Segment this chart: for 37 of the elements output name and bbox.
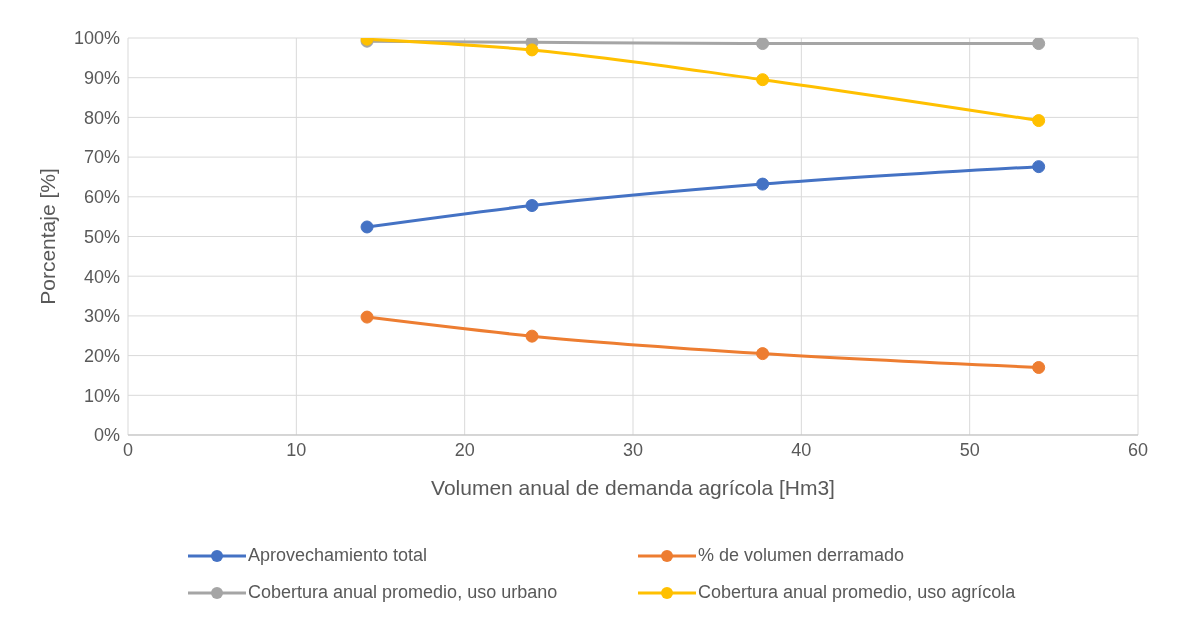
x-tick-label: 30 (622, 439, 644, 460)
x-tick-label: 50 (959, 439, 980, 460)
y-tick-label: 40% (83, 266, 120, 287)
y-tick-label: 20% (83, 345, 120, 366)
point (1032, 361, 1046, 375)
point (1032, 114, 1046, 128)
point (756, 38, 770, 51)
y-tick-label: 0% (93, 425, 120, 446)
legend-label: % de volumen derramado (698, 545, 905, 566)
point (360, 310, 374, 324)
point (1032, 160, 1046, 174)
y-axis-title: Porcentaje [%] (36, 168, 60, 305)
point (756, 347, 770, 361)
x-tick-label: 10 (286, 439, 307, 460)
y-tick-label: 60% (83, 187, 120, 208)
y-tick-label: 10% (83, 385, 120, 406)
point (756, 73, 770, 87)
y-tick-label: 90% (83, 68, 120, 89)
legend-label: Aprovechamiento total (248, 545, 428, 566)
point (1032, 38, 1046, 51)
x-tick-label: 40 (791, 439, 812, 460)
y-tick-label: 80% (83, 107, 120, 128)
legend-label: Cobertura anual promedio, uso urbano (248, 582, 558, 603)
y-tick-label: 100% (73, 28, 120, 49)
x-tick-label: 0 (122, 439, 134, 460)
point (525, 199, 539, 213)
x-tick-label: 20 (454, 439, 475, 460)
y-tick-label: 70% (83, 147, 120, 168)
x-tick-label: 60 (1127, 439, 1149, 460)
x-axis-title: Volumen anual de demanda agrícola [Hm3] (431, 476, 835, 499)
legend-label: Cobertura anual promedio, uso agrícola (698, 582, 1016, 603)
y-tick-label: 50% (83, 226, 120, 247)
point (756, 177, 770, 191)
point (525, 43, 539, 57)
point (360, 220, 374, 234)
point (525, 329, 539, 343)
y-tick-label: 30% (83, 306, 120, 327)
